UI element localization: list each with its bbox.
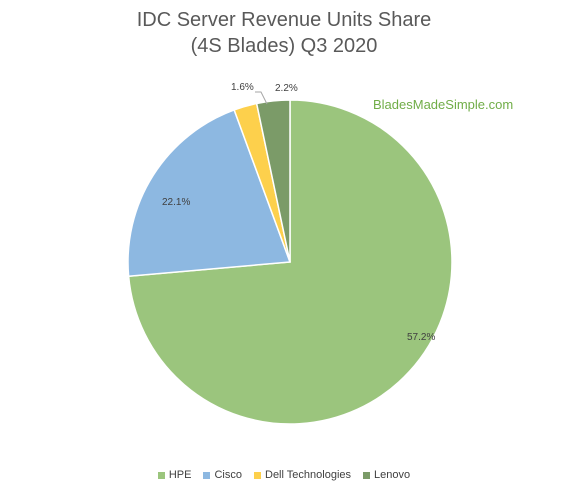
legend-label-lenovo: Lenovo: [374, 469, 411, 481]
data-label-cisco: 22.1%: [162, 197, 190, 208]
pie-slice-cisco: [127, 108, 292, 278]
legend-item-lenovo: Lenovo: [363, 469, 410, 481]
legend-swatch-hpe: [157, 471, 165, 479]
chart-title-line-2: (4S Blades) Q3 2020: [190, 35, 378, 57]
legend-item-hpe: HPE: [157, 469, 192, 481]
data-label-lenovo: 2.2%: [275, 83, 298, 94]
data-label-dell-technologies: 1.6%: [231, 82, 254, 93]
legend-swatch-lenovo: [363, 471, 371, 479]
watermark: BladesMadeSimple.com: [373, 97, 514, 112]
legend-item-cisco: Cisco: [203, 469, 242, 481]
legend-swatch-cisco: [203, 471, 211, 479]
data-label-hpe: 57.2%: [407, 332, 435, 343]
legend-swatch-dell: [254, 471, 261, 479]
legend-label-cisco: Cisco: [214, 469, 242, 481]
pie-slice-lenovo: [255, 99, 291, 263]
legend: HPE Cisco Dell Technologies Lenovo: [0, 469, 568, 481]
chart-title-line-1: IDC Server Revenue Units Share: [136, 9, 432, 31]
leader-line-dell-technologies: [255, 91, 268, 105]
legend-label-dell: Dell Technologies: [265, 469, 352, 481]
legend-item-dell: Dell Technologies: [254, 469, 351, 481]
legend-label-hpe: HPE: [168, 469, 192, 481]
